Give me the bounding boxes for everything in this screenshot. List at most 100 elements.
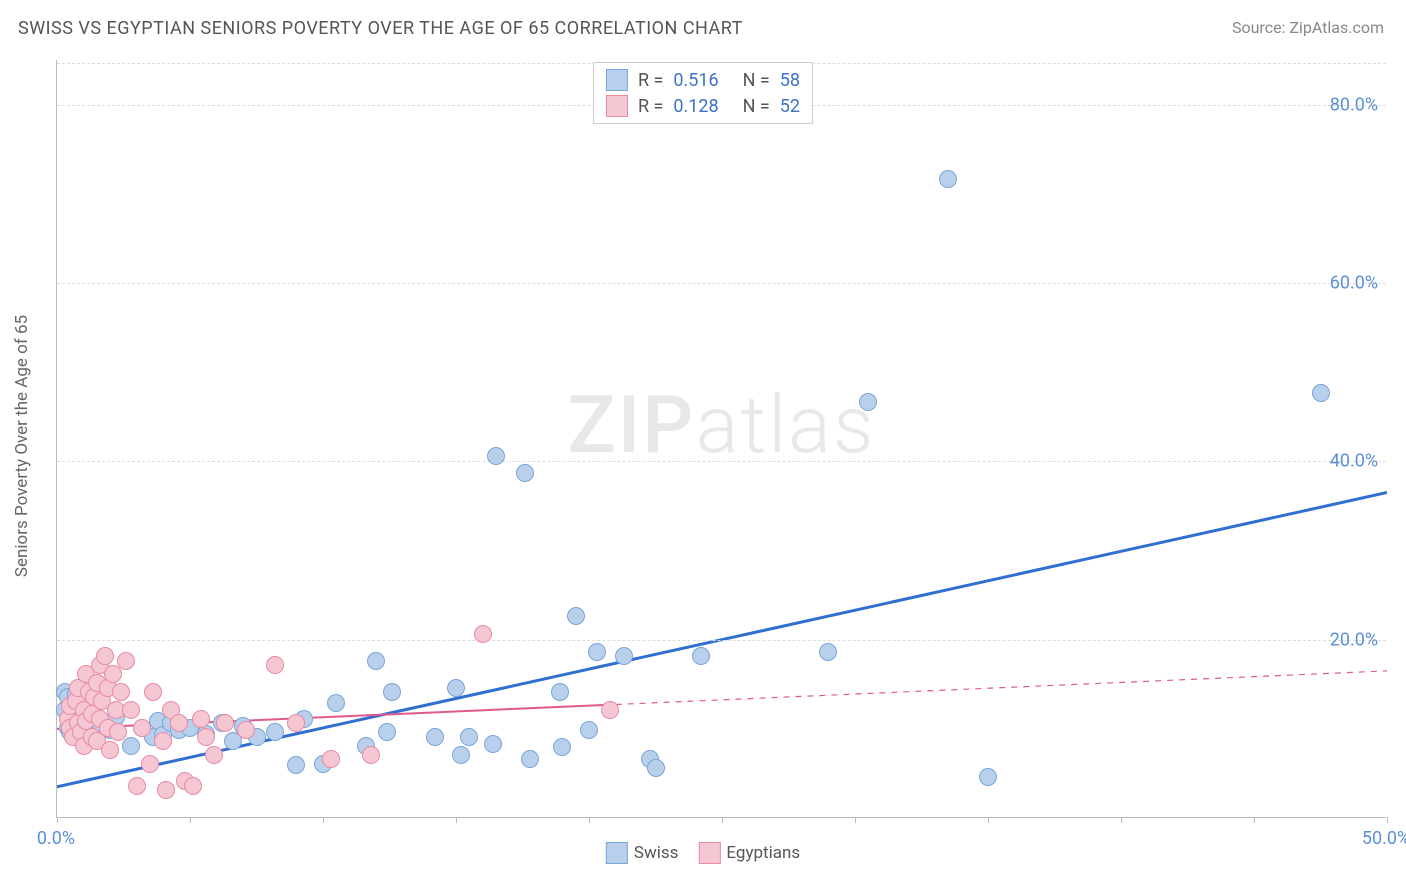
data-point-egyptians bbox=[128, 777, 146, 795]
data-point-egyptians bbox=[287, 714, 305, 732]
data-point-egyptians bbox=[157, 781, 175, 799]
x-tick-label: 50.0% bbox=[1362, 828, 1406, 849]
data-point-egyptians bbox=[322, 750, 340, 768]
data-point-swiss bbox=[487, 447, 505, 465]
x-tick bbox=[456, 817, 457, 823]
data-point-swiss bbox=[647, 759, 665, 777]
series-legend: Swiss Egyptians bbox=[606, 842, 800, 864]
data-point-egyptians bbox=[154, 732, 172, 750]
data-point-egyptians bbox=[170, 714, 188, 732]
x-tick bbox=[589, 817, 590, 823]
stat-n-value: 58 bbox=[780, 70, 800, 91]
stat-r-label: R = bbox=[638, 70, 663, 91]
data-point-swiss bbox=[367, 652, 385, 670]
data-point-swiss bbox=[692, 647, 710, 665]
data-point-swiss bbox=[484, 735, 502, 753]
data-point-swiss bbox=[426, 728, 444, 746]
data-point-egyptians bbox=[141, 755, 159, 773]
x-tick-label: 0.0% bbox=[37, 828, 75, 849]
legend-swatch bbox=[606, 69, 628, 91]
data-point-swiss bbox=[452, 746, 470, 764]
data-point-egyptians bbox=[122, 701, 140, 719]
data-point-swiss bbox=[939, 170, 957, 188]
y-tick-label: 80.0% bbox=[1330, 94, 1378, 115]
source-attribution: Source: ZipAtlas.com bbox=[1232, 18, 1384, 37]
y-tick-label: 40.0% bbox=[1330, 451, 1378, 472]
stat-r-value: 0.516 bbox=[673, 70, 718, 91]
data-point-swiss bbox=[551, 683, 569, 701]
data-point-egyptians bbox=[117, 652, 135, 670]
gridline bbox=[57, 640, 1386, 641]
data-point-egyptians bbox=[205, 746, 223, 764]
stats-legend: R = 0.516 N = 58 R = 0.128 N = 52 bbox=[593, 62, 813, 124]
data-point-egyptians bbox=[601, 701, 619, 719]
legend-label: Swiss bbox=[634, 843, 679, 863]
data-point-swiss bbox=[553, 738, 571, 756]
x-tick bbox=[988, 817, 989, 823]
data-point-egyptians bbox=[474, 625, 492, 643]
legend-swatch bbox=[606, 842, 628, 864]
x-tick bbox=[190, 817, 191, 823]
data-point-swiss bbox=[615, 647, 633, 665]
data-point-egyptians bbox=[362, 746, 380, 764]
plot-area: ZIPatlas 20.0% 40.0% 60.0% 80.0% bbox=[56, 60, 1386, 818]
data-point-swiss bbox=[378, 723, 396, 741]
trend-lines-layer bbox=[57, 60, 1387, 818]
x-tick bbox=[722, 817, 723, 823]
y-tick-label: 20.0% bbox=[1330, 629, 1378, 650]
data-point-swiss bbox=[1312, 384, 1330, 402]
gridline bbox=[57, 283, 1386, 284]
stats-row-egyptians: R = 0.128 N = 52 bbox=[606, 93, 800, 119]
legend-swatch bbox=[606, 95, 628, 117]
data-point-swiss bbox=[122, 737, 140, 755]
data-point-egyptians bbox=[109, 723, 127, 741]
stat-r-label: R = bbox=[638, 96, 663, 117]
x-tick bbox=[1387, 817, 1388, 823]
y-tick-label: 60.0% bbox=[1330, 272, 1378, 293]
data-point-egyptians bbox=[197, 728, 215, 746]
y-axis-label: Seniors Poverty Over the Age of 65 bbox=[12, 315, 32, 577]
data-point-swiss bbox=[266, 723, 284, 741]
data-point-swiss bbox=[521, 750, 539, 768]
stat-n-label: N = bbox=[743, 96, 770, 117]
data-point-egyptians bbox=[112, 683, 130, 701]
data-point-egyptians bbox=[96, 647, 114, 665]
x-tick bbox=[57, 817, 58, 823]
data-point-swiss bbox=[588, 643, 606, 661]
legend-label: Egyptians bbox=[726, 843, 800, 863]
watermark: ZIPatlas bbox=[568, 377, 876, 471]
x-tick bbox=[323, 817, 324, 823]
data-point-swiss bbox=[327, 694, 345, 712]
legend-item-egyptians: Egyptians bbox=[698, 842, 800, 864]
data-point-swiss bbox=[859, 393, 877, 411]
data-point-egyptians bbox=[266, 656, 284, 674]
data-point-swiss bbox=[460, 728, 478, 746]
data-point-egyptians bbox=[184, 777, 202, 795]
x-tick bbox=[1121, 817, 1122, 823]
data-point-swiss bbox=[580, 721, 598, 739]
stat-n-label: N = bbox=[743, 70, 770, 91]
stat-n-value: 52 bbox=[780, 96, 800, 117]
stats-row-swiss: R = 0.516 N = 58 bbox=[606, 67, 800, 93]
data-point-egyptians bbox=[192, 710, 210, 728]
data-point-swiss bbox=[516, 464, 534, 482]
legend-swatch bbox=[698, 842, 720, 864]
trend-line-egyptians-extrapolated bbox=[616, 671, 1387, 705]
gridline bbox=[57, 461, 1386, 462]
data-point-egyptians bbox=[216, 714, 234, 732]
data-point-egyptians bbox=[133, 719, 151, 737]
data-point-egyptians bbox=[104, 665, 122, 683]
x-tick bbox=[855, 817, 856, 823]
data-point-egyptians bbox=[101, 741, 119, 759]
data-point-swiss bbox=[447, 679, 465, 697]
data-point-swiss bbox=[979, 768, 997, 786]
data-point-egyptians bbox=[144, 683, 162, 701]
data-point-swiss bbox=[819, 643, 837, 661]
data-point-swiss bbox=[383, 683, 401, 701]
stat-r-value: 0.128 bbox=[673, 96, 718, 117]
legend-item-swiss: Swiss bbox=[606, 842, 679, 864]
x-tick bbox=[1254, 817, 1255, 823]
data-point-egyptians bbox=[237, 721, 255, 739]
data-point-swiss bbox=[567, 607, 585, 625]
data-point-swiss bbox=[287, 756, 305, 774]
